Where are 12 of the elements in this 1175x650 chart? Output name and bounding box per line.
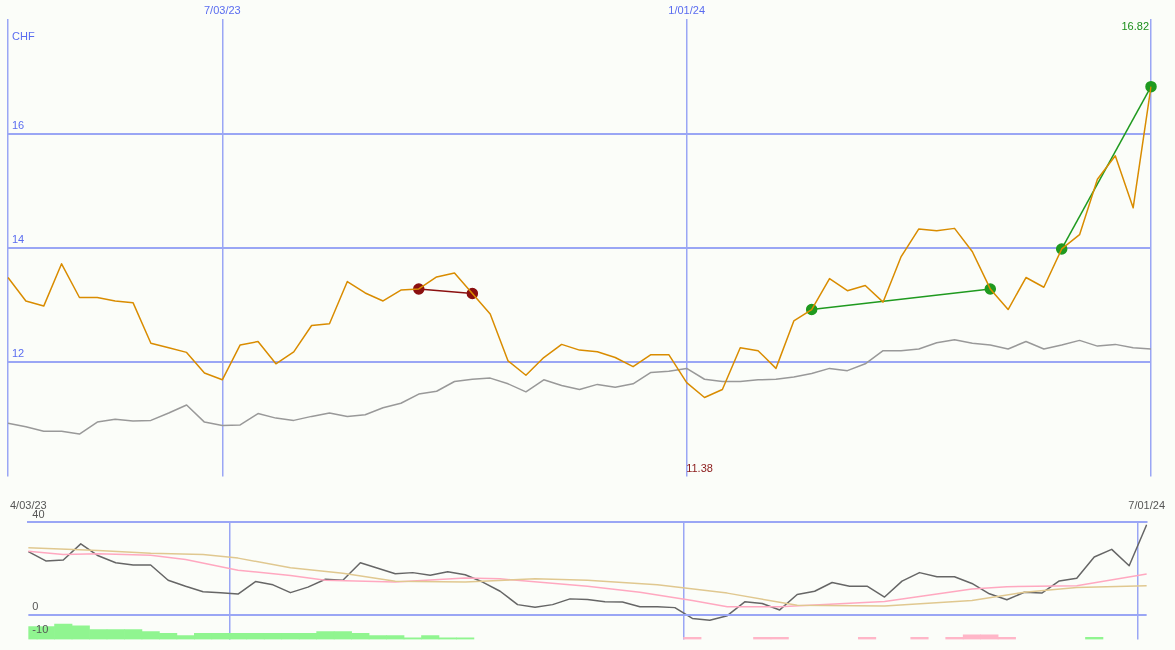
- x-tick-label: 7/03/23: [203, 3, 241, 16]
- y-axis-title: CHF: [12, 29, 35, 42]
- x-tick-label: 4/03/23: [10, 498, 47, 511]
- x-tick-label: 1/01/24: [668, 3, 706, 16]
- y-tick-label: 14: [12, 232, 25, 245]
- x-tick-label: 7/01/24: [1128, 498, 1165, 511]
- y-tick-label: -10: [32, 623, 49, 636]
- y-tick-label: 16: [12, 118, 25, 131]
- y-tick-label: 0: [32, 600, 39, 613]
- annotation: 16.82: [1121, 19, 1149, 32]
- annotation: 11.38: [686, 461, 713, 474]
- y-tick-label: 12: [12, 347, 25, 360]
